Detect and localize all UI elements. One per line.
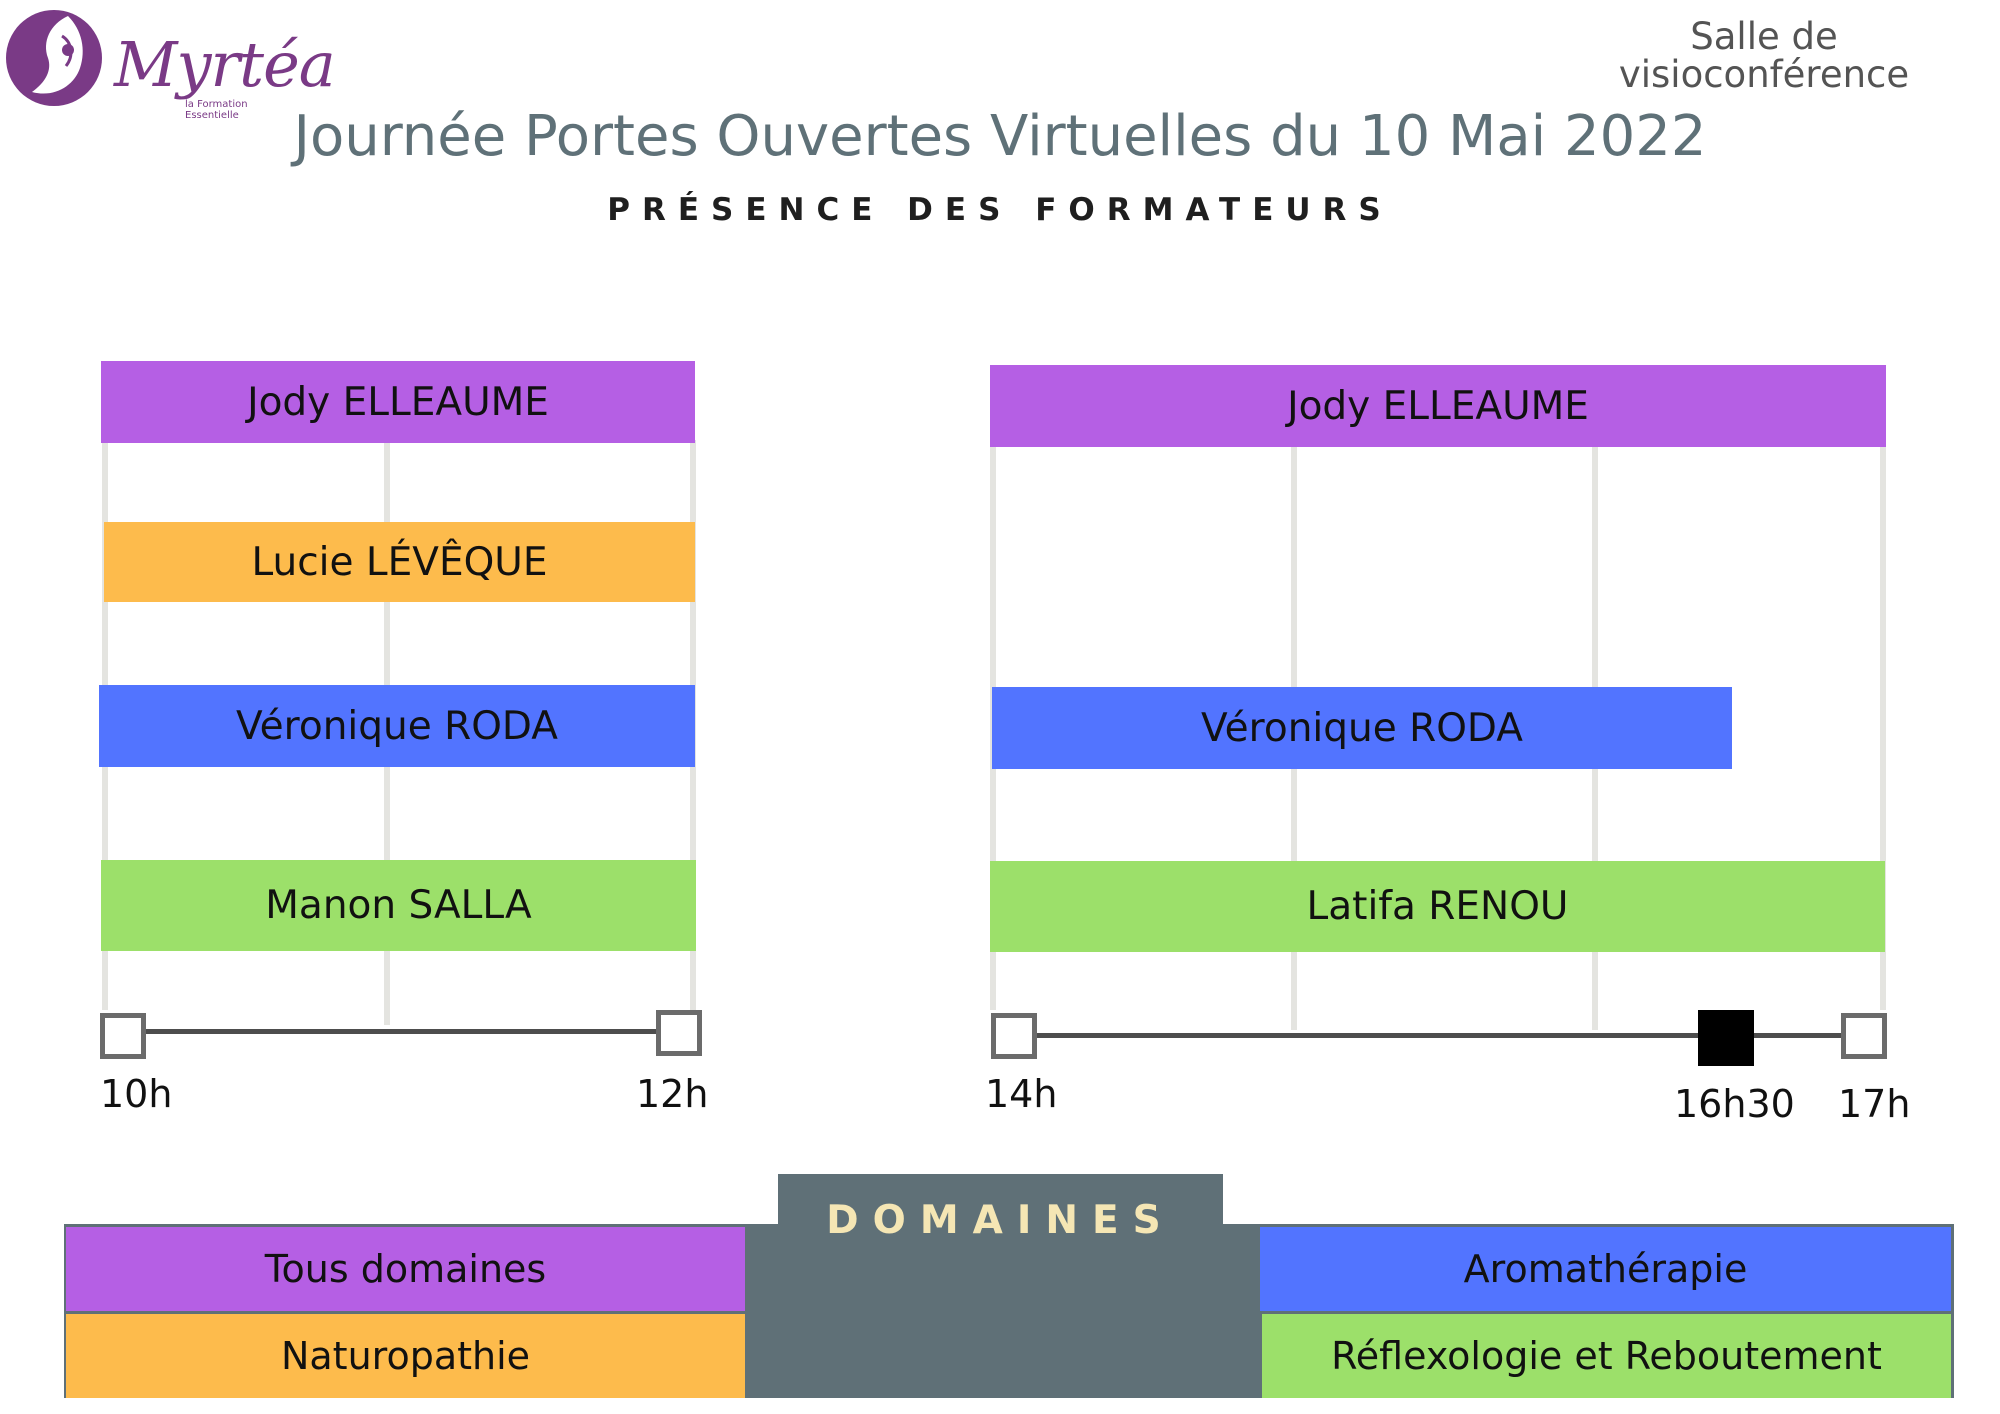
morning-bar-manon-salla: Manon SALLA (101, 860, 696, 951)
bar-label: Lucie LÉVÊQUE (251, 539, 548, 585)
morning-axis-line (122, 1029, 682, 1034)
legend-label: Réflexologie et Reboutement (1331, 1334, 1882, 1378)
bar-label: Véronique RODA (236, 703, 558, 749)
time-label-12h: 12h (636, 1072, 709, 1116)
afternoon-bar-jody-elleaume: Jody ELLEAUME (990, 365, 1886, 447)
time-label-14h: 14h (985, 1072, 1058, 1116)
morning-tick-10h (100, 1013, 146, 1059)
legend-label: Naturopathie (280, 1334, 531, 1378)
room-label: Salle de visioconférence (1574, 18, 1954, 94)
bar-label: Latifa RENOU (1306, 884, 1569, 929)
bar-label: Véronique RODA (1201, 705, 1523, 751)
logo-wordmark: Myrtéa (114, 28, 336, 101)
afternoon-gridline-4 (1880, 440, 1886, 1010)
morning-bar-veronique-roda: Véronique RODA (99, 685, 695, 767)
legend-item-reflexologie: Réflexologie et Reboutement (1262, 1314, 1951, 1398)
bar-label: Manon SALLA (265, 883, 532, 928)
afternoon-tick-14h (991, 1013, 1037, 1059)
bar-label: Jody ELLEAUME (1287, 383, 1589, 429)
page-title: Journée Portes Ouvertes Virtuelles du 10… (0, 104, 2000, 169)
afternoon-tick-17h (1841, 1013, 1887, 1059)
legend-item-naturopathie: Naturopathie (66, 1314, 745, 1398)
legend-item-tous-domaines: Tous domaines (66, 1227, 745, 1311)
afternoon-bar-veronique-roda: Véronique RODA (992, 687, 1732, 769)
time-label-16h30: 16h30 (1674, 1082, 1795, 1126)
legend-heading: DOMAINES (826, 1198, 1175, 1243)
page-title-text: Journée Portes Ouvertes Virtuelles du 10… (293, 104, 1707, 169)
legend-label: Aromathérapie (1463, 1247, 1748, 1291)
legend-label: Tous domaines (264, 1247, 547, 1291)
logo-tagline: la Formation Essentielle (185, 99, 248, 121)
bar-label: Jody ELLEAUME (247, 379, 549, 425)
legend-item-aromatherapie: Aromathérapie (1260, 1227, 1951, 1311)
time-label-10h: 10h (100, 1072, 173, 1116)
myrtea-logo: Myrtéa la Formation Essentielle (2, 6, 336, 121)
room-line-1: Salle de (1690, 15, 1838, 58)
room-line-2: visioconférence (1618, 53, 1910, 96)
afternoon-bar-latifa-renou: Latifa RENOU (990, 861, 1885, 952)
afternoon-tick-16h30 (1698, 1010, 1754, 1066)
afternoon-axis-line (1014, 1033, 1866, 1038)
morning-bar-lucie-leveque: Lucie LÉVÊQUE (104, 522, 695, 602)
morning-bar-jody-elleaume: Jody ELLEAUME (101, 361, 695, 443)
logo-emblem-icon (6, 10, 102, 106)
time-label-17h: 17h (1838, 1082, 1911, 1126)
morning-tick-12h (656, 1010, 702, 1056)
page-subtitle: PRÉSENCE DES FORMATEURS (607, 192, 1393, 228)
